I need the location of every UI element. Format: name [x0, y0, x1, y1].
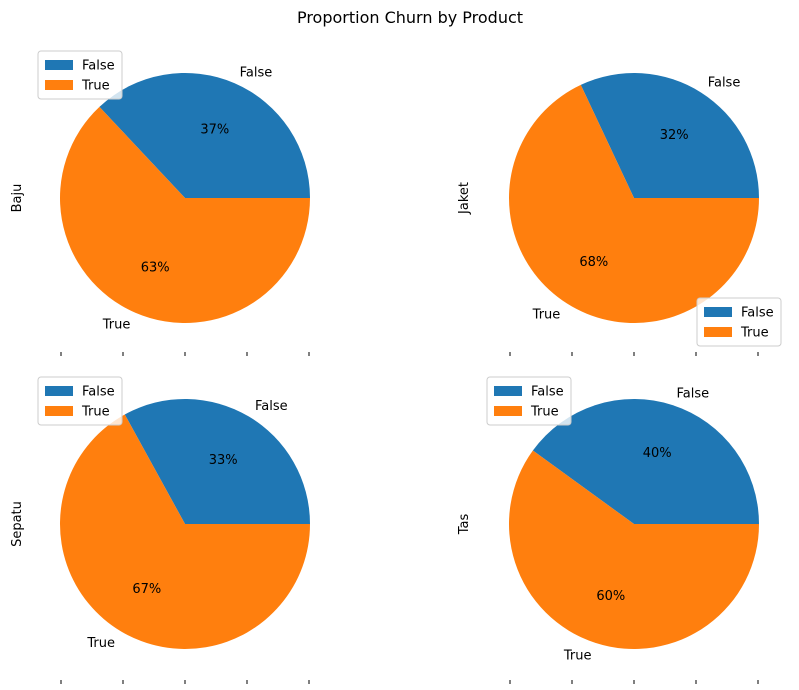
pie-slice-false [124, 398, 310, 524]
legend: False True [37, 376, 123, 426]
pie-slice-false [580, 73, 759, 198]
slice-label: False [240, 65, 273, 80]
slice-label: True [532, 308, 561, 323]
legend: False True [37, 50, 123, 100]
pct-label: 63% [141, 260, 170, 275]
legend-swatch [494, 386, 522, 396]
slice-label: False [708, 75, 741, 90]
legend-label: False [531, 385, 564, 400]
pie-subplot-jaket: 32% False 68% True Jaket False True [457, 73, 782, 356]
pct-label: 40% [643, 446, 672, 461]
legend-label: True [740, 326, 769, 341]
subplots: 37% False 63% True Baju False True 32% False 68% T… [10, 50, 782, 684]
pct-label: 37% [200, 123, 229, 138]
pie-subplot-sepatu: 33% False 67% True Sepatu False True [10, 376, 311, 684]
slice-label: True [86, 636, 115, 651]
legend-label: False [82, 385, 115, 400]
legend-label: True [81, 405, 110, 420]
y-axis-label: Baju [10, 184, 25, 213]
legend-swatch [494, 406, 522, 416]
pie-subplot-tas: 40% False 60% True Tas False True [457, 376, 759, 684]
legend: False True [696, 297, 782, 347]
slice-label: False [255, 399, 288, 414]
pct-label: 33% [209, 453, 238, 468]
legend-label: False [741, 306, 774, 321]
slice-label: True [563, 648, 592, 663]
slice-label: False [677, 387, 710, 402]
legend-swatch [704, 307, 732, 317]
pie-subplot-baju: 37% False 63% True Baju False True [10, 50, 311, 356]
legend-swatch [45, 80, 73, 90]
legend-label: True [530, 405, 559, 420]
pie-slice-true [59, 106, 310, 323]
legend-swatch [704, 327, 732, 337]
legend: False True [486, 376, 572, 426]
pct-label: 67% [132, 582, 161, 597]
legend-label: False [82, 59, 115, 74]
y-axis-label: Tas [457, 514, 472, 536]
legend-swatch [45, 406, 73, 416]
pct-label: 32% [660, 128, 689, 143]
pct-label: 68% [579, 255, 608, 270]
y-axis-label: Jaket [457, 182, 472, 215]
pie-slice-false [532, 398, 759, 524]
figure-title: Proportion Churn by Product [297, 8, 523, 27]
slice-label: True [102, 318, 131, 333]
legend-swatch [45, 386, 73, 396]
pie-slice-true [509, 450, 759, 649]
pie-slice-true [60, 414, 311, 649]
legend-swatch [45, 60, 73, 70]
pie-slice-false [99, 72, 311, 198]
legend-label: True [81, 79, 110, 94]
pct-label: 60% [596, 589, 625, 604]
pie-slice-true [509, 84, 759, 324]
y-axis-label: Sepatu [10, 501, 25, 547]
